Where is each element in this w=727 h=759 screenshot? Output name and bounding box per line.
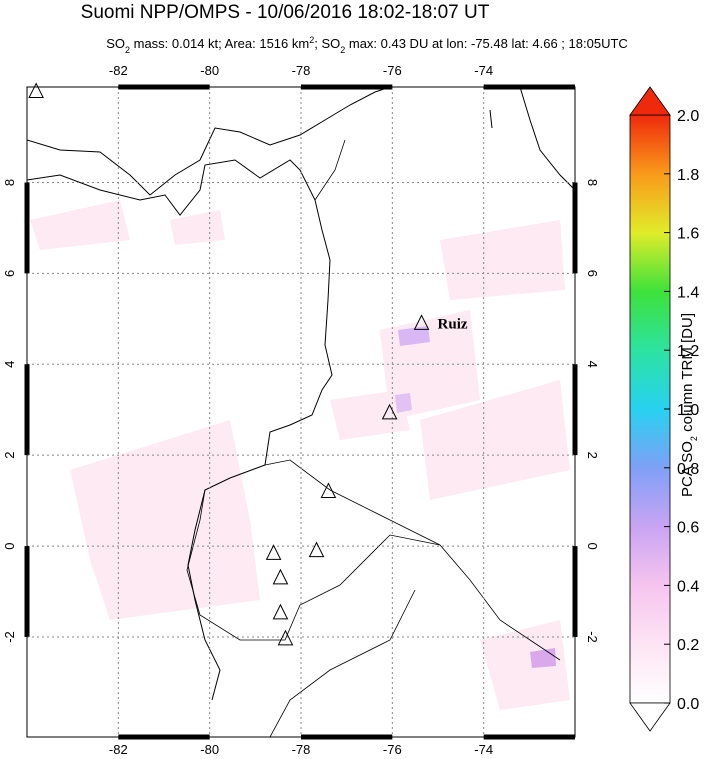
volcano-marker xyxy=(308,541,325,558)
text-part: mass: 0.014 kt; Area: 1516 km xyxy=(130,36,309,51)
colorbar-tick-label: 0.2 xyxy=(677,637,699,654)
volcano-marker xyxy=(272,603,289,620)
colorbar-tick-label: 1.6 xyxy=(677,226,699,243)
y-tick-label: 6 xyxy=(585,270,600,277)
x-tick-label: -78 xyxy=(292,63,311,78)
colorbar-tick-label: 0.4 xyxy=(677,578,699,595)
y-tick-label: 8 xyxy=(2,179,17,186)
colorbar-tick-label: 2.0 xyxy=(677,108,699,125)
text-part: 2 xyxy=(340,45,345,55)
x-tick-label: -80 xyxy=(200,742,219,757)
text-part: column TRM [DU] xyxy=(679,313,696,436)
title: Suomi NPP/OMPS - 10/06/2016 18:02-18:07 … xyxy=(81,2,490,23)
y-tick-label: 4 xyxy=(2,361,17,368)
colorbar-label: PCA SO2 column TRM [DU] xyxy=(679,313,699,497)
volcano-marker xyxy=(320,482,337,499)
y-tick-label: 6 xyxy=(2,270,17,277)
colorbar-tick-label: 1.8 xyxy=(677,167,699,184)
text-part: 2 xyxy=(309,35,314,45)
y-tick-label: 4 xyxy=(585,361,600,368)
x-tick-label: -82 xyxy=(109,63,128,78)
colorbar-tick-label: 1.0 xyxy=(677,402,699,419)
x-tick-label: -76 xyxy=(383,742,402,757)
map-frame xyxy=(26,86,576,738)
colorbar-tick-label: 0.0 xyxy=(677,696,699,713)
y-tick-label: 0 xyxy=(2,542,17,549)
volcano-marker xyxy=(277,629,294,646)
text-part: SO xyxy=(106,36,125,51)
text-part: 2 xyxy=(125,45,130,55)
text-part: max: 0.43 DU at lon: -75.48 lat: 4.66 ; … xyxy=(345,36,628,51)
x-tick-label: -78 xyxy=(292,742,311,757)
text-part: PCA SO xyxy=(679,441,696,497)
volcano-marker xyxy=(265,544,282,560)
colorbar-tick-label: 0.6 xyxy=(677,520,699,537)
y-tick-label: 8 xyxy=(585,179,600,186)
colorbar: PCA SO2 column TRM [DU] 0.0 0.2 0.4 0.6 0.8 1… xyxy=(629,86,699,732)
y-tick-label: 2 xyxy=(585,452,600,459)
volcano-marker xyxy=(381,403,398,420)
x-tick-label: -76 xyxy=(383,63,402,78)
colorbar-tick-label: 0.8 xyxy=(677,461,699,478)
text-part: 2 xyxy=(689,436,699,441)
x-tick-label: -74 xyxy=(474,742,493,757)
x-tick-label: -82 xyxy=(109,742,128,757)
x-tick-label: -80 xyxy=(200,63,219,78)
y-tick-label: -2 xyxy=(585,631,600,643)
volcano-marker xyxy=(28,82,44,99)
volcano-label: Ruiz xyxy=(438,316,468,332)
y-tick-label: -2 xyxy=(2,631,17,643)
y-tick-label: 2 xyxy=(2,452,17,459)
subtitle: SO2 mass: 0.014 kt; Area: 1516 km2; SO2 … xyxy=(106,35,628,55)
volcano-marker xyxy=(413,314,430,330)
text-part: ; SO xyxy=(314,36,340,51)
volcano-marker xyxy=(272,568,289,585)
x-tick-label: -74 xyxy=(474,63,493,78)
y-tick-label: 0 xyxy=(585,542,600,549)
colorbar-tick-label: 1.4 xyxy=(677,284,699,301)
colorbar-tick-label: 1.2 xyxy=(677,343,699,360)
